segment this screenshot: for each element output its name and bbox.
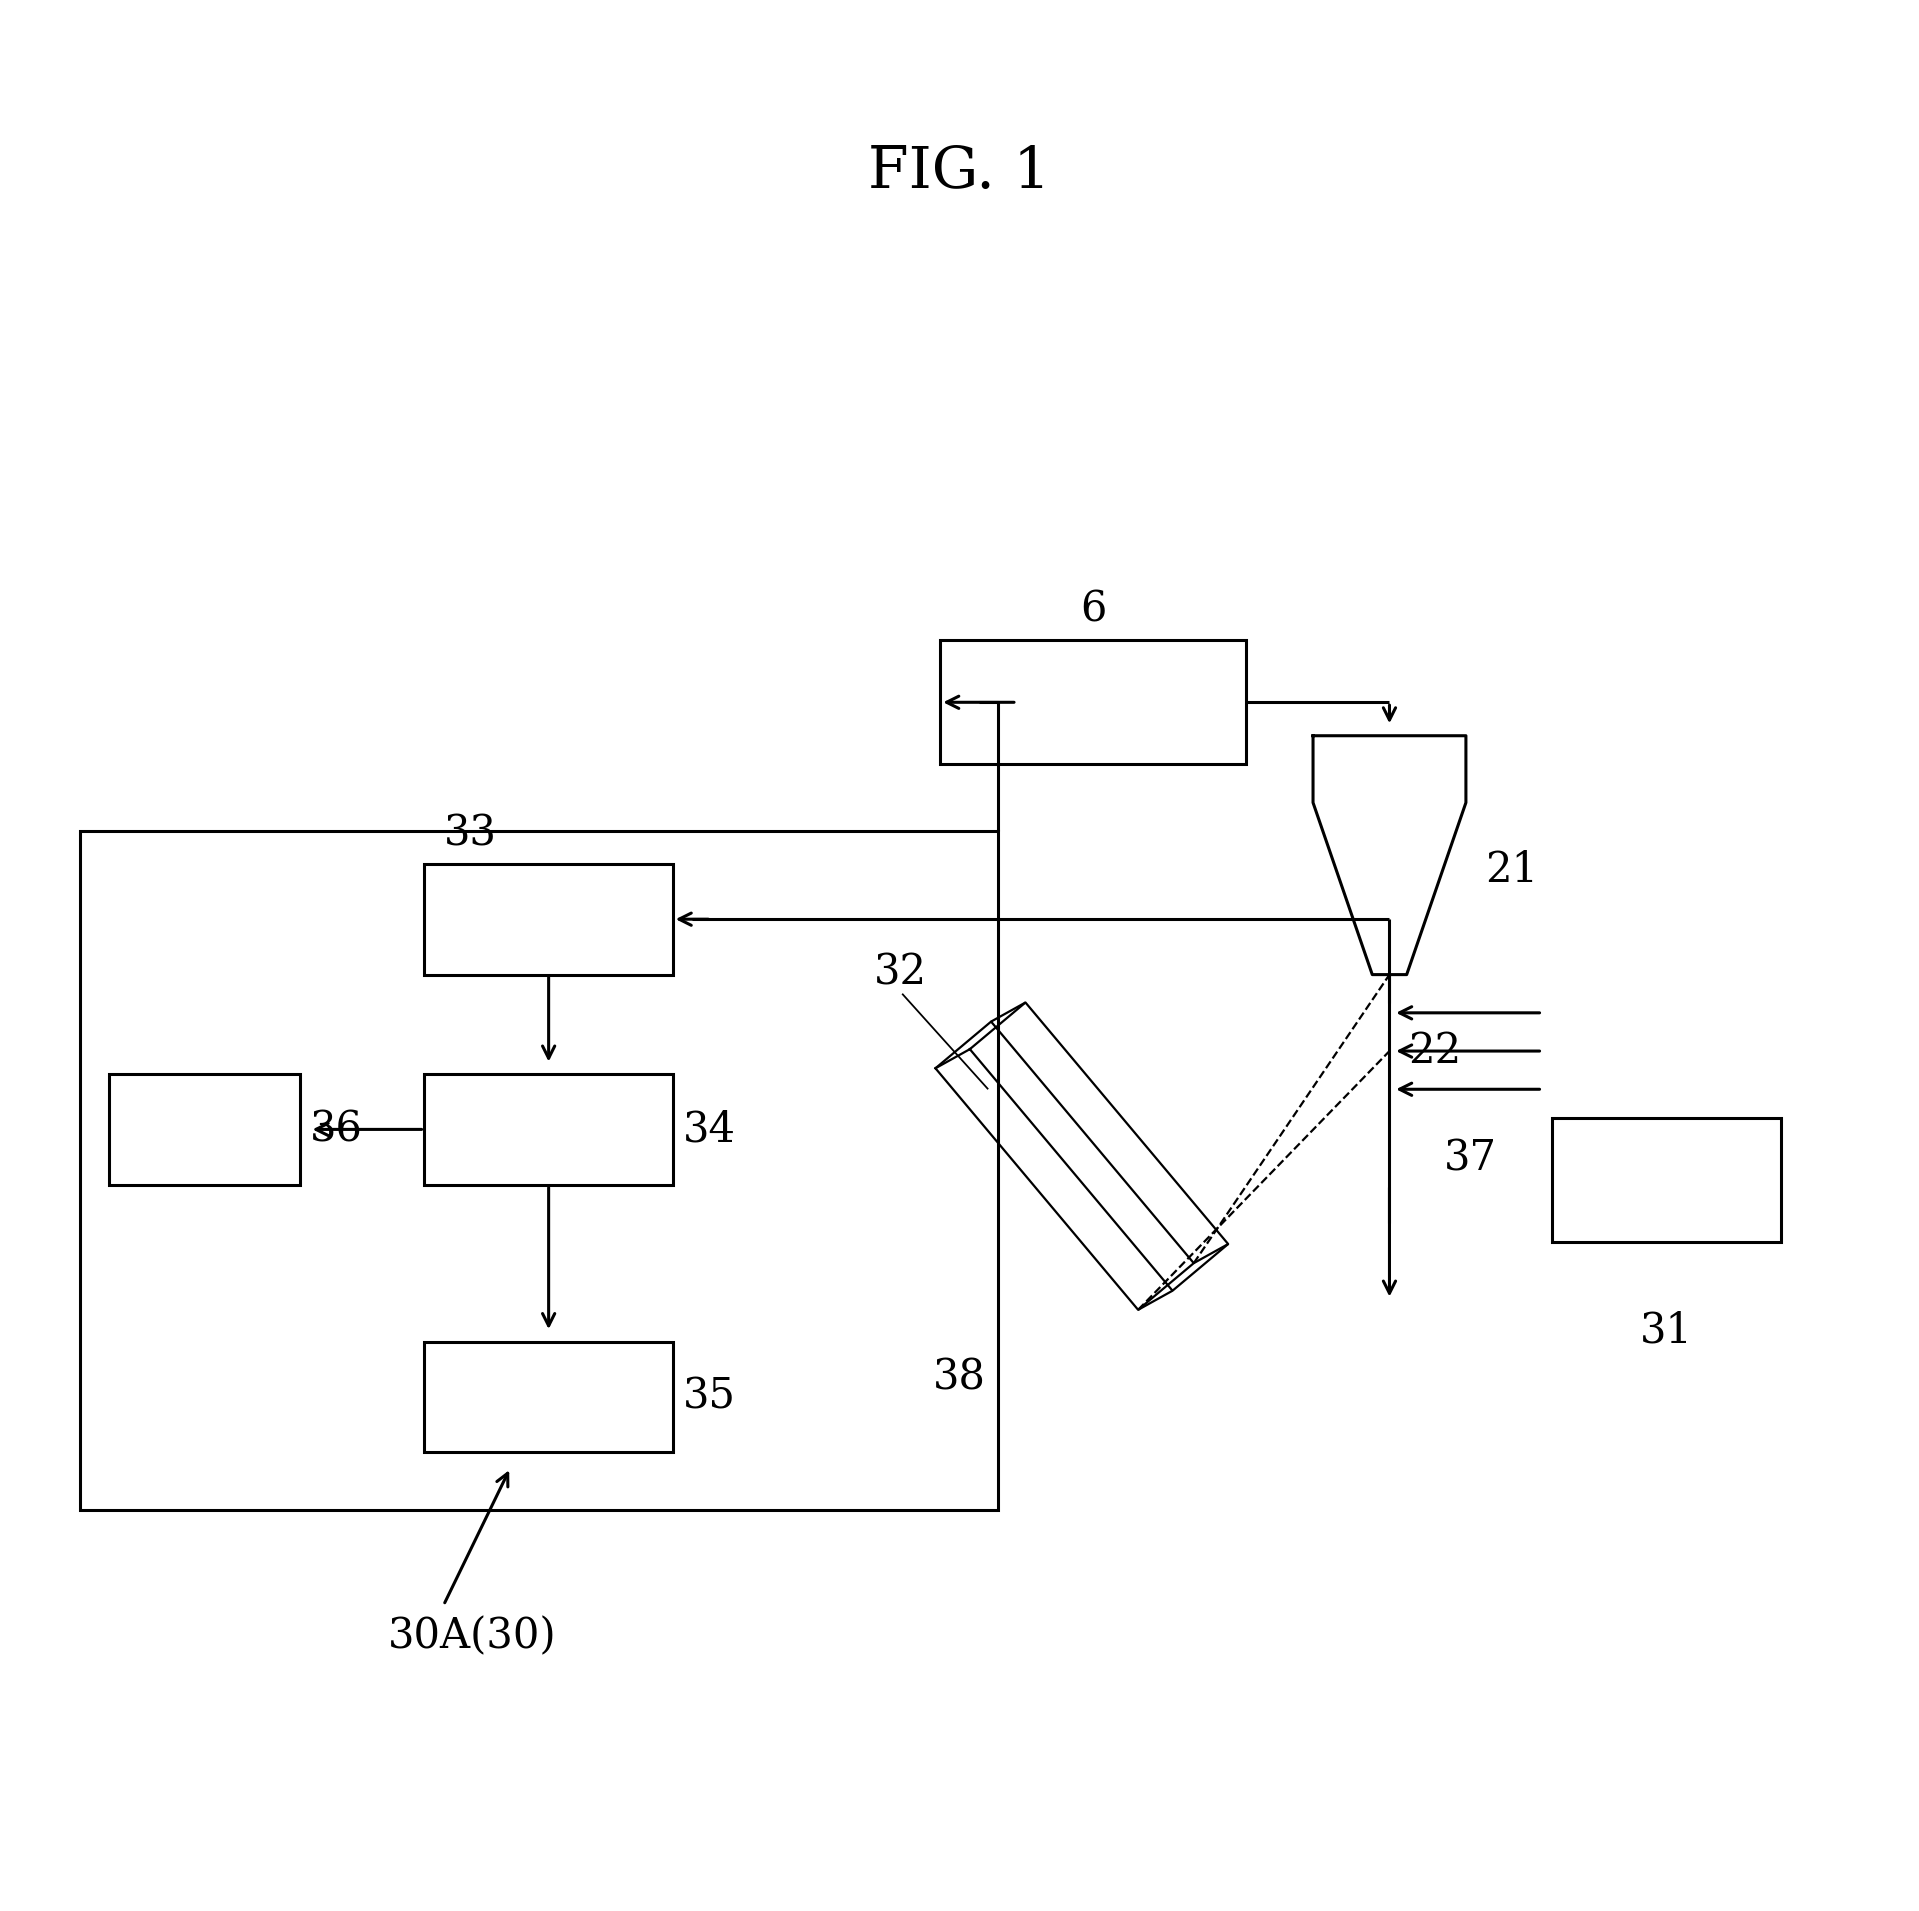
Text: FIG. 1: FIG. 1 (867, 143, 1052, 201)
Bar (940, 640, 1245, 764)
Bar (1552, 1118, 1781, 1242)
Text: 36: 36 (309, 1108, 363, 1150)
Text: 6: 6 (1080, 589, 1107, 631)
Text: 35: 35 (683, 1376, 735, 1418)
Text: 37: 37 (1445, 1137, 1497, 1179)
Text: 38: 38 (933, 1357, 986, 1399)
Bar (424, 864, 674, 975)
Text: 32: 32 (873, 952, 927, 994)
Text: 30A(30): 30A(30) (388, 1615, 557, 1657)
Bar (81, 831, 998, 1510)
Bar (424, 1342, 674, 1452)
Bar (424, 1074, 674, 1185)
Text: 31: 31 (1641, 1309, 1693, 1351)
Bar (109, 1074, 299, 1185)
Text: 22: 22 (1409, 1030, 1462, 1072)
Text: 34: 34 (683, 1108, 735, 1150)
Text: 33: 33 (443, 812, 497, 854)
Text: 21: 21 (1485, 848, 1537, 891)
